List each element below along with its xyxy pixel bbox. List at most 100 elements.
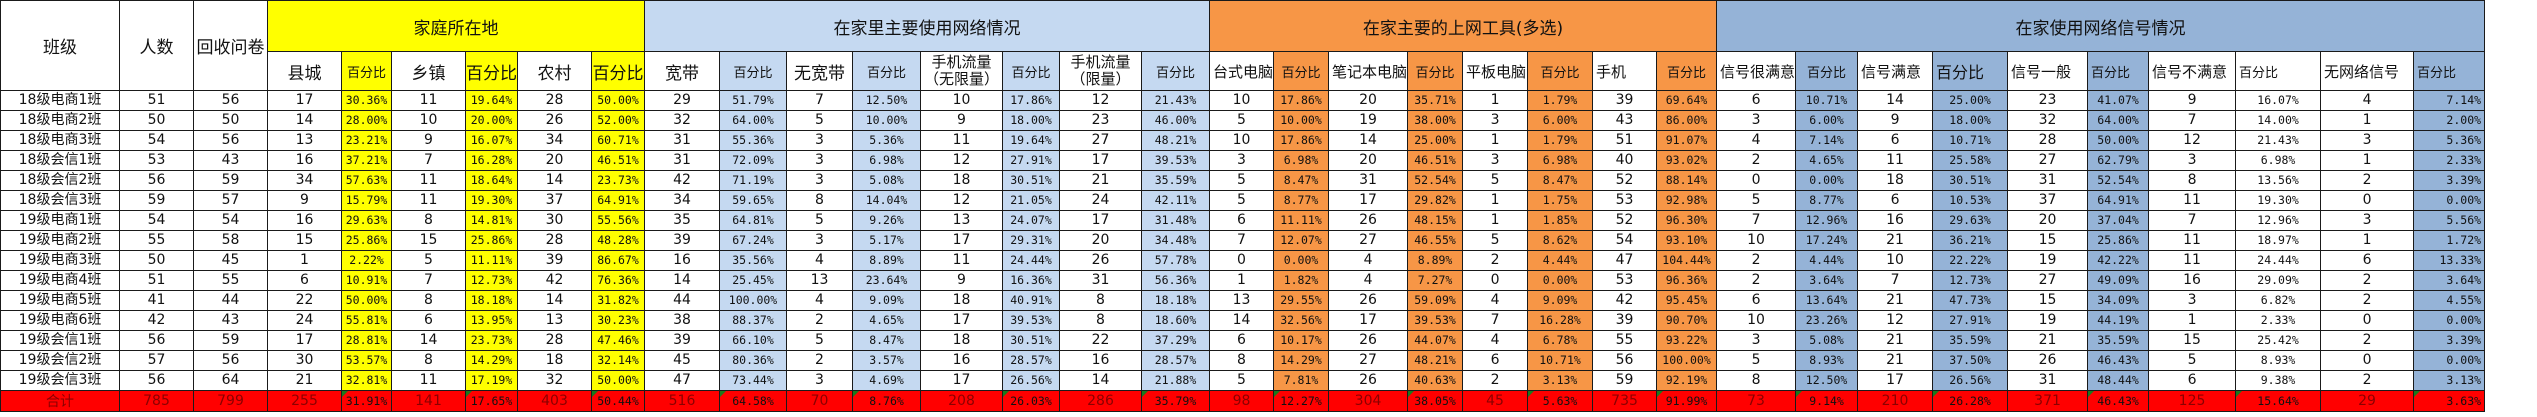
cell-count[interactable]: 26 (1328, 370, 1409, 391)
cell-returned[interactable]: 54 (193, 210, 268, 231)
cell-percent[interactable]: 92.19% (1656, 370, 1718, 391)
cell-percent[interactable]: 8.77% (1795, 190, 1859, 211)
cell-percent[interactable]: 64.00% (2087, 110, 2150, 131)
cell-count[interactable]: 21 (1857, 330, 1934, 351)
cell-count[interactable]: 40 (1592, 150, 1658, 171)
cell-count[interactable]: 17 (920, 310, 1003, 331)
cell-count[interactable]: 286 (1059, 390, 1142, 412)
cell-percent[interactable]: 64.58% (719, 390, 787, 412)
cell-percent[interactable]: 13.64% (1795, 290, 1859, 311)
cell-percent[interactable]: 6.98% (1527, 150, 1594, 171)
cell-count[interactable]: 5 (786, 330, 853, 351)
cell-count[interactable]: 15 (2007, 290, 2089, 311)
cell-percent[interactable]: 23.26% (1795, 310, 1859, 331)
cell-percent[interactable]: 3.57% (852, 350, 921, 371)
cell-count[interactable]: 3 (786, 150, 853, 171)
cell-count[interactable]: 10 (1716, 310, 1797, 331)
cell-count[interactable]: 23 (2007, 90, 2089, 111)
cell-count[interactable]: 15 (391, 230, 466, 251)
cell-percent[interactable]: 9.38% (2235, 370, 2322, 391)
cell-count[interactable]: 11 (2148, 190, 2237, 211)
cell-count[interactable]: 34 (267, 170, 342, 191)
cell-percent[interactable]: 0.00% (1527, 270, 1594, 291)
cell-percent[interactable]: 1.79% (1527, 130, 1594, 151)
cell-percent[interactable]: 24.07% (1002, 210, 1060, 231)
cell-count[interactable]: 7 (2148, 210, 2237, 231)
cell-percent[interactable]: 48.28% (591, 230, 645, 251)
cell-percent[interactable]: 67.24% (719, 230, 787, 251)
cell-count[interactable]: 1 (2320, 110, 2415, 131)
cell-count[interactable]: 14 (644, 270, 720, 291)
cell-count[interactable]: 13 (1208, 290, 1275, 311)
cell-count[interactable]: 24 (1059, 190, 1142, 211)
cell-percent[interactable]: 24.44% (1002, 250, 1060, 271)
cell-percent[interactable]: 1.79% (1527, 90, 1594, 111)
cell-count[interactable]: 8 (1208, 350, 1275, 371)
cell-count[interactable]: 1 (1462, 90, 1529, 111)
cell-percent[interactable]: 64.81% (719, 210, 787, 231)
header-phone-percent[interactable]: 百分比 (1656, 51, 1718, 91)
cell-count[interactable]: 0 (1462, 270, 1529, 291)
cell-percent[interactable]: 5.17% (852, 230, 921, 251)
cell-count[interactable]: 42 (1592, 290, 1658, 311)
cell-percent[interactable]: 26.56% (1002, 370, 1060, 391)
cell-count[interactable]: 0 (1716, 170, 1797, 191)
cell-percent[interactable]: 25.58% (1932, 150, 2009, 171)
cell-percent[interactable]: 64.91% (591, 190, 645, 211)
cell-count[interactable]: 5 (1716, 190, 1797, 211)
cell-percent[interactable]: 21.43% (2235, 130, 2322, 151)
cell-percent[interactable]: 37.21% (341, 150, 392, 171)
cell-percent[interactable]: 86.67% (591, 250, 645, 271)
cell-percent[interactable]: 25.86% (465, 230, 518, 251)
cell-count[interactable]: 17 (267, 90, 342, 111)
header-mobile-limited[interactable]: 手机流量（限量） (1059, 51, 1142, 91)
cell-percent[interactable]: 18.18% (1141, 290, 1210, 311)
cell-count[interactable]: 16 (267, 150, 342, 171)
cell-percent[interactable]: 6.98% (852, 150, 921, 171)
cell-percent[interactable]: 72.09% (719, 150, 787, 171)
cell-count[interactable]: 3 (786, 230, 853, 251)
cell-returned[interactable]: 50 (193, 110, 268, 131)
cell-returned[interactable]: 59 (193, 170, 268, 191)
cell-count[interactable]: 5 (1208, 110, 1275, 131)
cell-count[interactable]: 2 (1716, 270, 1797, 291)
cell-percent[interactable]: 17.19% (465, 370, 518, 391)
cell-count[interactable]: 403 (517, 390, 592, 412)
cell-count[interactable]: 16 (1059, 350, 1142, 371)
cell-percent[interactable]: 22.22% (1932, 250, 2009, 271)
cell-count[interactable]: 10 (920, 90, 1003, 111)
cell-percent[interactable]: 3.63% (2413, 390, 2486, 412)
cell-percent[interactable]: 9.09% (852, 290, 921, 311)
cell-percent[interactable]: 12.73% (465, 270, 518, 291)
cell-count[interactable]: 4 (1328, 270, 1409, 291)
cell-count[interactable]: 2 (1462, 370, 1529, 391)
cell-percent[interactable]: 34.48% (1141, 230, 1210, 251)
cell-percent[interactable]: 29.31% (1002, 230, 1060, 251)
cell-percent[interactable]: 76.36% (591, 270, 645, 291)
cell-percent[interactable]: 12.07% (1273, 230, 1330, 251)
cell-percent[interactable]: 48.21% (1141, 130, 1210, 151)
cell-count[interactable]: 26 (1059, 250, 1142, 271)
cell-percent[interactable]: 14.29% (465, 350, 518, 371)
cell-percent[interactable]: 12.50% (852, 90, 921, 111)
cell-count[interactable]: 21 (267, 370, 342, 391)
cell-count[interactable]: 20 (1059, 230, 1142, 251)
cell-percent[interactable]: 14.00% (2235, 110, 2322, 131)
cell-percent[interactable]: 13.33% (2413, 250, 2486, 271)
cell-percent[interactable]: 95.45% (1656, 290, 1718, 311)
cell-percent[interactable]: 50.00% (2087, 130, 2150, 151)
cell-returned[interactable]: 57 (193, 190, 268, 211)
cell-count[interactable]: 20 (1328, 90, 1409, 111)
cell-percent[interactable]: 19.64% (465, 90, 518, 111)
cell-count[interactable]: 17 (1328, 190, 1409, 211)
cell-count[interactable]: 34 (517, 130, 592, 151)
cell-percent[interactable]: 12.73% (1932, 270, 2009, 291)
cell-count[interactable]: 9 (1857, 110, 1934, 131)
cell-count[interactable]: 52 (1592, 170, 1658, 191)
header-sig-very-satisfied[interactable]: 信号很满意 (1716, 51, 1797, 91)
cell-percent[interactable]: 80.36% (719, 350, 787, 371)
cell-count[interactable]: 0 (2320, 350, 2415, 371)
cell-count[interactable]: 7 (1462, 310, 1529, 331)
cell-percent[interactable]: 18.18% (465, 290, 518, 311)
cell-percent[interactable]: 20.00% (465, 110, 518, 131)
